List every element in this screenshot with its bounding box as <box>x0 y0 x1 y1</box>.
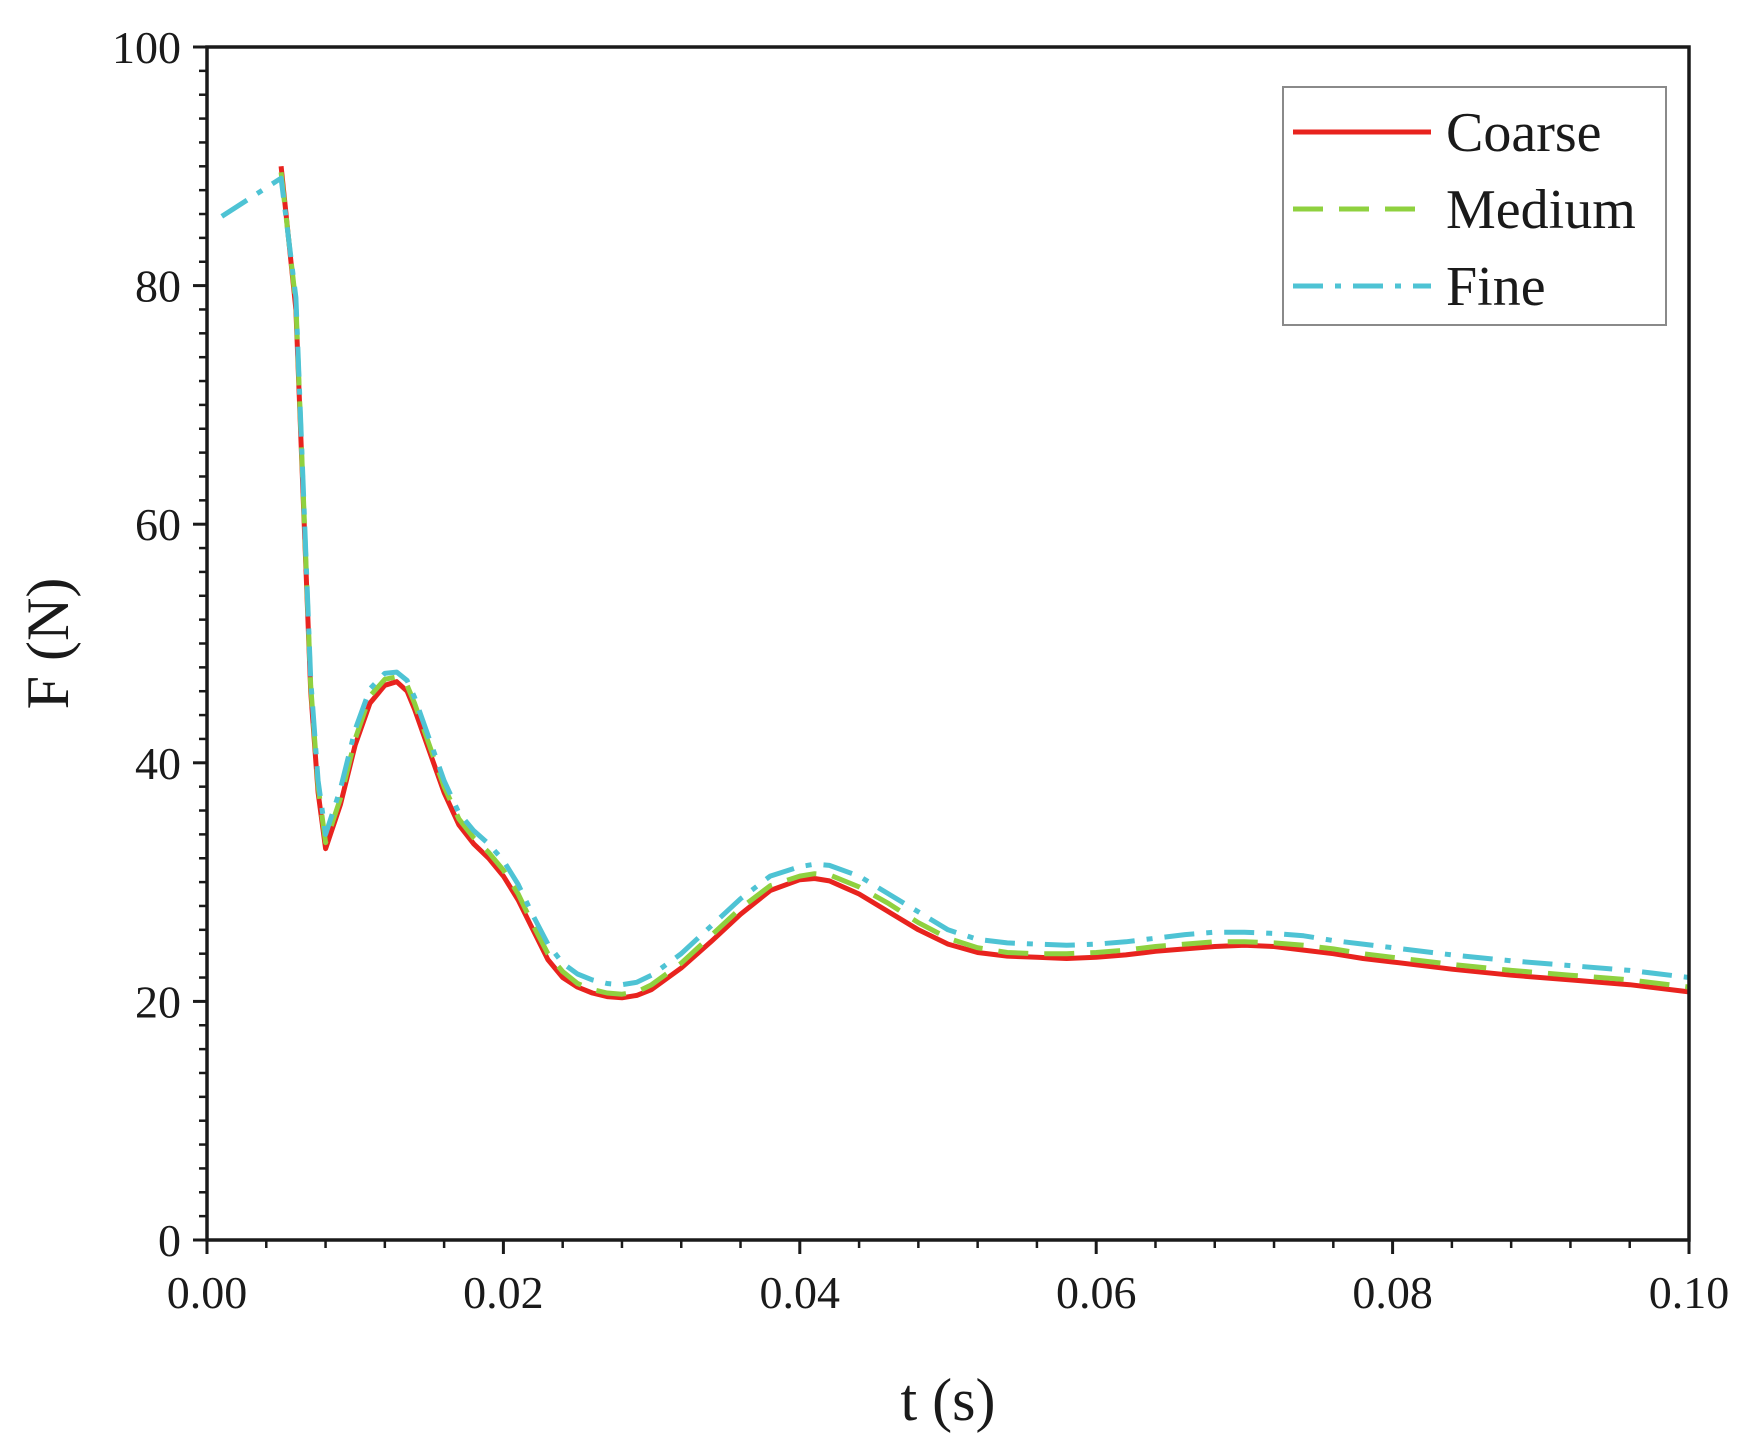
x-tick-label: 0.04 <box>760 1267 841 1318</box>
x-tick-label: 0.06 <box>1056 1267 1137 1318</box>
y-tick-label: 60 <box>135 499 181 550</box>
y-tick-label: 40 <box>135 738 181 789</box>
x-tick-label: 0.00 <box>167 1267 248 1318</box>
x-tick-label: 0.02 <box>463 1267 544 1318</box>
legend-label-medium: Medium <box>1446 179 1636 241</box>
series-line-coarse <box>278 166 1690 1001</box>
series-layer <box>220 166 1690 1001</box>
legend-label-fine: Fine <box>1446 256 1546 318</box>
legend-box <box>1282 86 1667 326</box>
tick-labels-layer: 0.00 0.02 0.04 0.06 0.08 0.10 0 20 40 60 80 100 <box>112 22 1729 1318</box>
y-tick-label: 100 <box>112 22 181 73</box>
y-axis-title: F (N) <box>15 578 81 710</box>
y-tick-label: 80 <box>135 261 181 312</box>
legend-label-coarse: Coarse <box>1446 102 1602 164</box>
y-tick-label: 0 <box>158 1215 181 1266</box>
x-tick-label: 0.10 <box>1649 1267 1730 1318</box>
series-line-medium <box>278 172 1690 997</box>
ticks-layer <box>193 45 1691 1254</box>
x-axis-title: t (s) <box>901 1367 996 1433</box>
x-tick-label: 0.08 <box>1352 1267 1433 1318</box>
legend: Coarse Medium Fine <box>1282 86 1667 326</box>
series-line-fine <box>220 175 1690 988</box>
y-tick-label: 20 <box>135 976 181 1027</box>
